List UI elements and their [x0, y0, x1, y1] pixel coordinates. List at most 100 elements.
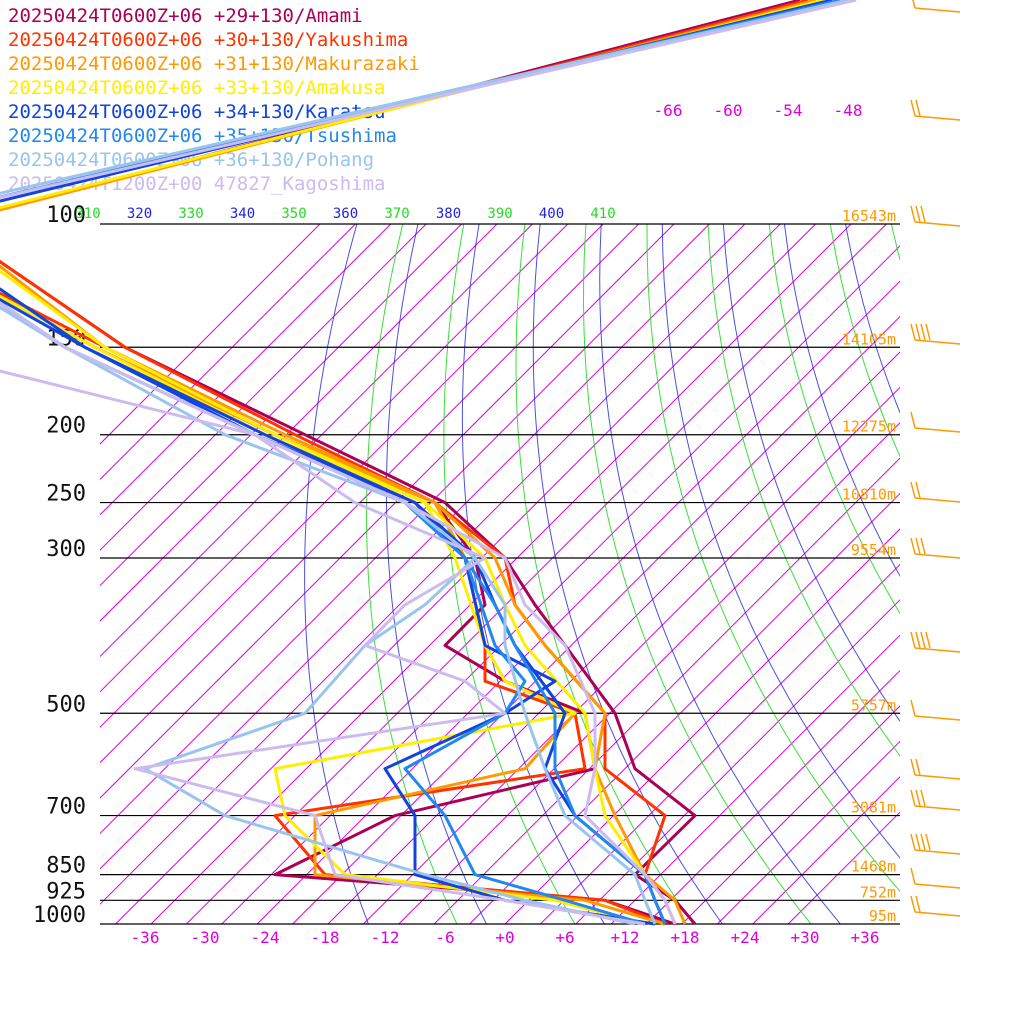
theta-label: 320 — [127, 206, 152, 222]
height-label: 3081m — [851, 799, 896, 817]
temperature-tick-label: -6 — [435, 928, 454, 947]
wind-barb-flag — [915, 323, 921, 341]
temperature-trace — [0, 300, 677, 925]
pressure-label: 500 — [46, 692, 86, 717]
temperature-tick-label: +12 — [611, 928, 640, 947]
wind-barb-flag — [910, 895, 916, 913]
theta-dry-line — [783, 223, 900, 578]
wind-barb-shaft — [914, 339, 961, 345]
isotherm-line — [398, 422, 900, 924]
wind-barb-flag — [910, 481, 916, 499]
temperature-tick-label: -18 — [311, 928, 340, 947]
wind-barb-flag — [915, 99, 921, 117]
isotherm-line — [100, 223, 781, 905]
wind-barb-flag — [910, 789, 916, 807]
theta-moist-line — [890, 223, 900, 262]
wind-barb-flag — [925, 323, 931, 341]
wind-barb-flag — [915, 833, 921, 851]
isotherm-line — [100, 223, 604, 728]
temperature-tick-label: -30 — [191, 928, 220, 947]
isotherm-line — [610, 634, 900, 924]
wind-barb-flag — [915, 631, 921, 649]
pressure-label: 925 — [46, 879, 86, 904]
isotherm-line — [469, 492, 900, 924]
theta-label: 380 — [436, 206, 461, 222]
dewpoint-trace — [0, 294, 676, 926]
pressure-label: 250 — [46, 482, 86, 507]
theta-label: 370 — [384, 206, 409, 222]
isotherm-line — [100, 223, 533, 658]
isotherm-line — [100, 223, 462, 587]
wind-barb-shaft — [914, 883, 961, 889]
isotherm-line — [540, 563, 900, 924]
legend-entry: 20250424T0600Z+06 +30+130/Yakushima — [8, 29, 409, 51]
pressure-label: 850 — [46, 854, 86, 879]
isotherm-line — [256, 280, 900, 924]
theta-dry-line — [845, 223, 900, 414]
wind-barb-flag — [912, 0, 916, 9]
isotherm-line — [575, 599, 900, 924]
temperature-tick-label: +24 — [731, 928, 760, 947]
wind-barb-flag — [920, 631, 926, 649]
temperature-trace — [0, 259, 677, 925]
wind-barb-flag — [910, 205, 916, 223]
temperature-tick-label: +30 — [791, 928, 820, 947]
wind-barb-flag — [915, 789, 921, 807]
isotherm-line — [292, 315, 900, 924]
wind-barb-flag — [925, 631, 931, 649]
height-label: 752m — [860, 883, 896, 901]
isotherm-line — [646, 669, 900, 924]
upper-trace — [0, 0, 857, 200]
wind-barb-flag — [910, 631, 916, 649]
legend-entry: 20250424T0600Z+06 +33+130/Amakusa — [8, 77, 386, 99]
wind-barb-shaft — [914, 497, 961, 503]
theta-dry-line — [661, 223, 900, 859]
legend-entry: 20250424T0600Z+06 +36+130/Pohang — [8, 148, 374, 172]
temperature-tick-label: +36 — [851, 928, 880, 947]
isotherm-line — [100, 223, 710, 835]
wind-barb-shaft — [914, 715, 961, 721]
temperature-tick-label: +18 — [671, 928, 700, 947]
temperature-trace — [0, 259, 697, 925]
height-label: 5757m — [851, 696, 896, 714]
height-label: 14105m — [842, 330, 896, 348]
wind-barb-flag — [920, 323, 926, 341]
wind-barb-flag — [915, 537, 921, 555]
theta-label: 340 — [230, 206, 255, 222]
isotherm-line — [100, 223, 392, 516]
wind-barb-flag — [920, 833, 926, 851]
temperature-trace — [0, 269, 677, 925]
theta-moist-line — [366, 223, 458, 924]
theta-moist-line — [646, 223, 900, 893]
height-label: 9554m — [851, 541, 896, 559]
pressure-label: 200 — [46, 414, 86, 439]
wind-barb-flag — [910, 323, 916, 341]
theta-label: 330 — [178, 206, 203, 222]
wind-barb-shaft — [914, 647, 961, 653]
wind-barb-flag — [915, 481, 921, 499]
wind-barb-flag — [910, 537, 916, 555]
wind-barb-flag — [910, 833, 916, 851]
theta-label: 350 — [281, 206, 306, 222]
height-label: 10810m — [842, 486, 896, 504]
height-label: 12275m — [842, 418, 896, 436]
theta-dry-line — [599, 223, 841, 924]
wind-barb-shaft — [914, 553, 961, 559]
height-label: 1468m — [851, 858, 896, 876]
theta-label: 390 — [487, 206, 512, 222]
isotherm-line — [221, 245, 900, 924]
wind-barb-shaft — [914, 774, 961, 780]
isotherm-line — [100, 223, 639, 764]
wind-barb-flag — [915, 895, 921, 913]
theta-label: 310 — [75, 206, 100, 222]
wind-barb-flag — [920, 537, 926, 555]
wind-barb-shaft — [914, 221, 961, 227]
wind-barb-flag — [915, 205, 921, 223]
theta-dry-line — [722, 223, 900, 723]
upper-isotherm-label: -66 — [654, 101, 683, 120]
wind-barb-shaft — [914, 911, 961, 917]
isotherm-line — [787, 811, 900, 924]
temperature-tick-label: +6 — [555, 928, 574, 947]
legend-entry: 20250424T0600Z+06 +29+130/Amami — [8, 5, 363, 27]
wind-barb-flag — [910, 411, 916, 429]
